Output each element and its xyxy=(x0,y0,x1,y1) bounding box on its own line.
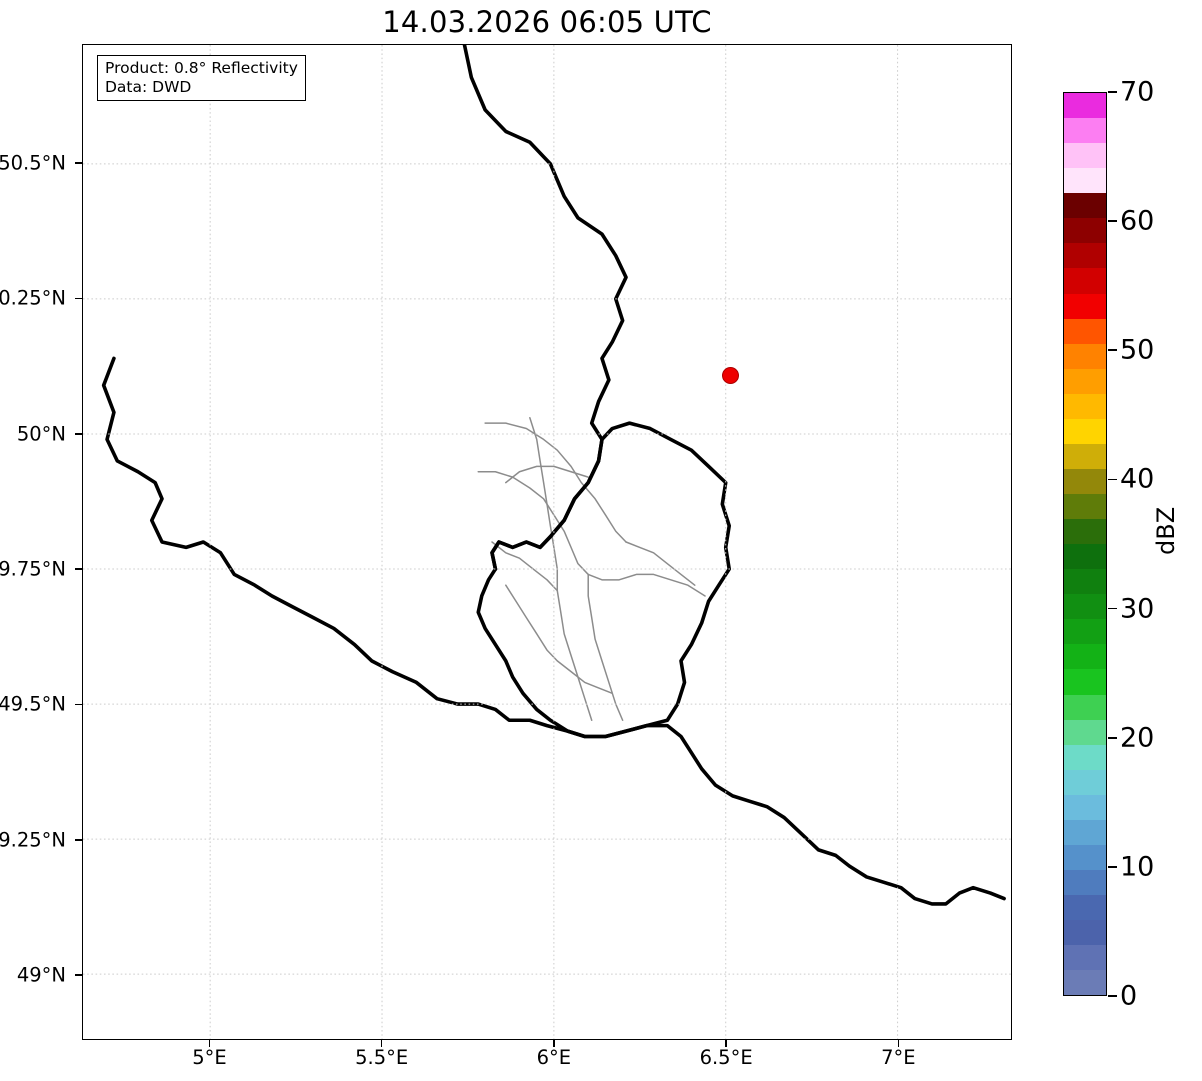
colorbar-band xyxy=(1064,343,1106,369)
colorbar-band xyxy=(1064,93,1106,119)
lon-tick-mark xyxy=(208,1040,211,1047)
lon-tick-label: 6.5°E xyxy=(699,1046,753,1069)
colorbar-band xyxy=(1064,218,1106,244)
colorbar-band xyxy=(1064,544,1106,570)
lat-tick-label: 50.5°N xyxy=(0,151,66,175)
colorbar-tick-mark xyxy=(1108,607,1117,610)
colorbar-tick-mark xyxy=(1108,91,1117,93)
colorbar-band xyxy=(1064,895,1106,921)
colorbar-band xyxy=(1064,970,1106,995)
colorbar-band xyxy=(1064,920,1106,946)
colorbar-band xyxy=(1064,268,1106,294)
colorbar-band xyxy=(1064,143,1106,169)
colorbar-tick-label: 60 xyxy=(1120,205,1155,237)
colorbar-band xyxy=(1064,243,1106,269)
lat-tick-mark xyxy=(75,432,82,435)
colorbar-band xyxy=(1064,168,1106,194)
graticule-grid-layer xyxy=(83,45,1011,1039)
lon-tick-mark xyxy=(553,1040,555,1047)
page-title: 14.03.2026 06:05 UTC xyxy=(382,5,712,39)
colorbar-band xyxy=(1064,669,1106,695)
colorbar-band xyxy=(1064,494,1106,520)
product-line: Product: 0.8° Reflectivity xyxy=(105,59,298,77)
lat-tick-mark xyxy=(75,838,82,841)
lat-tick-label: 49°N xyxy=(16,963,66,987)
colorbar-band xyxy=(1064,644,1106,670)
colorbar-tick-label: 20 xyxy=(1120,722,1155,754)
colorbar-tick-label: 40 xyxy=(1120,463,1155,495)
colorbar-band xyxy=(1064,769,1106,795)
colorbar-band xyxy=(1064,468,1106,494)
lon-tick-mark xyxy=(897,1040,900,1047)
colorbar-axis-label: dBZ xyxy=(1152,506,1180,555)
colorbar-band xyxy=(1064,368,1106,394)
colorbar-band xyxy=(1064,619,1106,645)
colorbar-tick-label: 50 xyxy=(1120,334,1155,366)
radar-site-marker[interactable] xyxy=(722,366,740,384)
colorbar-tick-mark xyxy=(1108,478,1117,481)
colorbar-band xyxy=(1064,193,1106,219)
colorbar-band xyxy=(1064,318,1106,344)
colorbar-band xyxy=(1064,594,1106,620)
lon-tick-label: 7°E xyxy=(881,1046,916,1069)
colorbar-band xyxy=(1064,744,1106,770)
colorbar-band xyxy=(1064,118,1106,144)
colorbar-tick-label: 30 xyxy=(1120,593,1155,625)
lat-tick-label: 49.75°N xyxy=(0,557,66,581)
lon-tick-mark xyxy=(380,1040,383,1047)
lat-tick-mark xyxy=(75,568,82,570)
colorbar-band xyxy=(1064,719,1106,745)
lat-tick-label: 49.25°N xyxy=(0,828,66,852)
colorbar-band xyxy=(1064,794,1106,820)
lon-tick-mark xyxy=(725,1040,727,1047)
lat-tick-label: 50°N xyxy=(16,422,66,446)
colorbar-tick-mark xyxy=(1108,736,1117,739)
lat-tick-label: 49.5°N xyxy=(0,692,66,716)
lat-tick-mark xyxy=(75,703,82,706)
colorbar-band xyxy=(1064,569,1106,595)
lat-tick-label: 50.25°N xyxy=(0,286,66,310)
colorbar-band xyxy=(1064,819,1106,845)
colorbar-band xyxy=(1064,945,1106,971)
colorbar-tick-label: 10 xyxy=(1120,851,1155,883)
latitude-tick-labels: 50.5°N 50.25°N 50°N 49.75°N 49.5°N 49.25°N 49°… xyxy=(0,0,76,1081)
colorbar-tick-mark xyxy=(1108,220,1117,222)
lon-tick-label: 5°E xyxy=(192,1046,227,1069)
colorbar-band xyxy=(1064,519,1106,545)
colorbar-tick-label: 70 xyxy=(1120,76,1155,108)
geographic-borders-layer xyxy=(101,45,1006,906)
colorbar-band xyxy=(1064,393,1106,419)
data-source-line: Data: DWD xyxy=(105,77,192,96)
map-plot-area[interactable] xyxy=(82,44,1012,1040)
colorbar-band xyxy=(1064,293,1106,319)
colorbar-band xyxy=(1064,443,1106,469)
colorbar-tick-mark xyxy=(1108,995,1117,997)
lat-tick-mark xyxy=(75,297,82,300)
colorbar-band xyxy=(1064,694,1106,720)
colorbar-tick-mark xyxy=(1108,349,1117,352)
colorbar-tick-mark xyxy=(1108,866,1117,868)
lon-tick-label: 6°E xyxy=(536,1046,572,1069)
colorbar-band xyxy=(1064,844,1106,870)
colorbar-tick-label: 0 xyxy=(1120,980,1138,1012)
reflectivity-colorbar[interactable] xyxy=(1063,92,1107,996)
lat-tick-mark xyxy=(75,162,82,164)
lat-tick-mark xyxy=(75,974,82,976)
colorbar-band xyxy=(1064,869,1106,895)
colorbar-band xyxy=(1064,418,1106,444)
product-info-box: Product: 0.8° Reflectivity Data: DWD xyxy=(97,55,306,101)
lon-tick-label: 5.5°E xyxy=(355,1046,409,1069)
